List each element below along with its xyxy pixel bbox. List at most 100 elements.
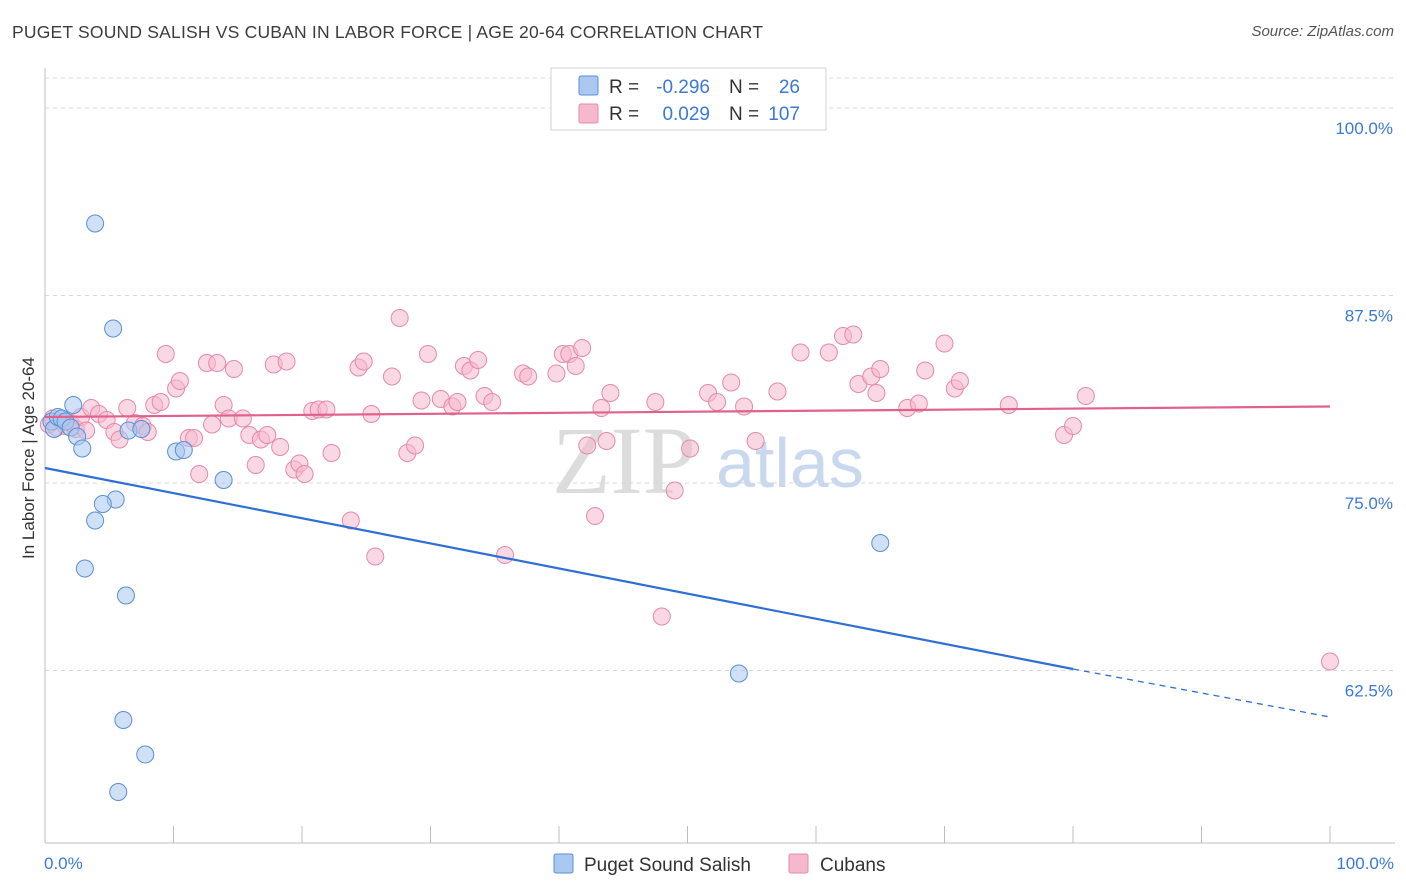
cubans-point	[746, 432, 765, 450]
cubans-point	[118, 399, 137, 417]
puget-sound-salish-point	[64, 396, 83, 414]
puget-sound-salish-point	[93, 495, 112, 513]
puget-sound-salish-point	[116, 586, 135, 605]
cubans-point	[547, 364, 566, 383]
bottom-legend-swatch-pink	[788, 853, 809, 874]
cubans-point	[412, 391, 431, 410]
cubans-point	[652, 607, 671, 626]
legend-swatch-blue	[578, 75, 599, 96]
watermark-atlas: atlas	[716, 424, 864, 502]
cubans-point	[258, 426, 277, 444]
puget-sound-salish-point	[114, 711, 133, 729]
cubans-point	[295, 465, 314, 483]
legend-r-label-pink: R =	[609, 104, 639, 125]
x-tick-label-max: 100.0%	[1336, 854, 1394, 873]
cubans-point	[341, 511, 360, 530]
y-axis-title: In Labor Force | Age 20-64	[19, 357, 38, 559]
cubans-point	[469, 351, 488, 369]
cubans-trend-line	[44, 405, 1331, 419]
cubans-point	[867, 384, 886, 402]
cubans-point	[573, 339, 592, 357]
legend-r-value-blue: -0.296	[656, 77, 710, 98]
puget-sound-salish-point	[132, 420, 151, 438]
puget-sound-salish-point	[729, 664, 748, 683]
cubans-point	[735, 397, 754, 416]
cubans-point	[354, 352, 373, 371]
cubans-point	[418, 345, 437, 363]
y-tick-label: 75.0%	[1345, 494, 1393, 513]
cubans-point	[844, 325, 863, 344]
chart-title: PUGET SOUND SALISH VS CUBAN IN LABOR FOR…	[12, 22, 764, 42]
bottom-legend-label-pink: Cubans	[820, 855, 886, 876]
cubans-point	[406, 436, 425, 455]
cubans-point	[246, 456, 265, 474]
puget-sound-salish-point	[871, 534, 890, 552]
cubans-point	[999, 396, 1018, 414]
puget-sound-salish-point	[73, 439, 92, 458]
cubans-point	[185, 429, 204, 447]
puget-sound-salish-point	[136, 745, 155, 764]
legend-n-value-blue: 26	[779, 77, 800, 98]
cubans-point	[916, 361, 935, 380]
source-credit: Source: ZipAtlas.com	[1251, 23, 1394, 40]
legend-n-value-pink: 107	[768, 104, 800, 125]
cubans-point	[1321, 652, 1339, 671]
puget-sound-salish-point	[86, 214, 105, 233]
cubans-point	[170, 372, 189, 390]
cubans-point	[233, 409, 252, 428]
cubans-point	[277, 352, 296, 371]
cubans-point	[578, 436, 597, 455]
cubans-point	[871, 360, 890, 378]
cubans-point	[366, 547, 385, 566]
bottom-legend-swatch-blue	[553, 853, 574, 874]
puget-sound-salish-trend-extension	[1072, 668, 1331, 718]
cubans-point	[950, 372, 969, 390]
cubans-point	[935, 334, 954, 353]
axes: 62.5% 75.0% 87.5% 100.0%	[44, 68, 1395, 844]
correlation-legend: R = -0.296 N = 26 R = 0.029 N = 107	[550, 67, 827, 131]
legend-swatch-pink	[578, 103, 599, 124]
cubans-point	[791, 343, 810, 362]
legend-r-value-pink: 0.029	[662, 104, 710, 125]
cubans-point	[768, 382, 787, 401]
cubans-point	[708, 393, 727, 411]
cubans-point	[646, 393, 665, 411]
cubans-point	[601, 384, 620, 402]
y-tick-label: 100.0%	[1335, 119, 1393, 138]
bottom-legend-label-blue: Puget Sound Salish	[584, 855, 751, 876]
cubans-point	[448, 393, 467, 411]
legend-r-label-blue: R =	[609, 77, 639, 98]
puget-sound-salish-trend-line	[44, 466, 1074, 671]
series-legend: Puget Sound Salish Cubans	[553, 853, 886, 876]
puget-sound-salish-point	[174, 441, 193, 459]
puget-sound-salish-point	[109, 783, 128, 801]
cubans-point	[156, 345, 175, 363]
cubans-point	[224, 360, 243, 378]
gridlines	[45, 77, 1395, 671]
y-tick-label: 87.5%	[1345, 307, 1393, 326]
cubans-point	[585, 507, 604, 525]
cubans-point	[382, 367, 401, 386]
cubans-point	[566, 357, 585, 375]
cubans-point	[483, 393, 502, 411]
puget-sound-salish-point	[75, 559, 94, 578]
cubans-point	[519, 367, 538, 386]
cubans-point	[819, 343, 838, 362]
cubans-point	[203, 415, 222, 434]
cubans-point	[390, 309, 409, 327]
legend-n-label-blue: N =	[729, 77, 759, 98]
cubans-point	[208, 354, 227, 372]
cubans-point	[681, 439, 700, 458]
cubans-point	[322, 444, 341, 462]
cubans-point	[271, 438, 290, 456]
cubans-point	[496, 546, 515, 564]
cubans-point	[190, 465, 209, 483]
cubans-point	[592, 399, 611, 417]
cubans-point	[151, 393, 170, 411]
cubans-point	[597, 432, 616, 450]
cubans-point	[1076, 387, 1095, 405]
cubans-point	[909, 394, 928, 413]
cubans-point	[1064, 417, 1082, 435]
puget-sound-salish-point	[214, 471, 233, 489]
